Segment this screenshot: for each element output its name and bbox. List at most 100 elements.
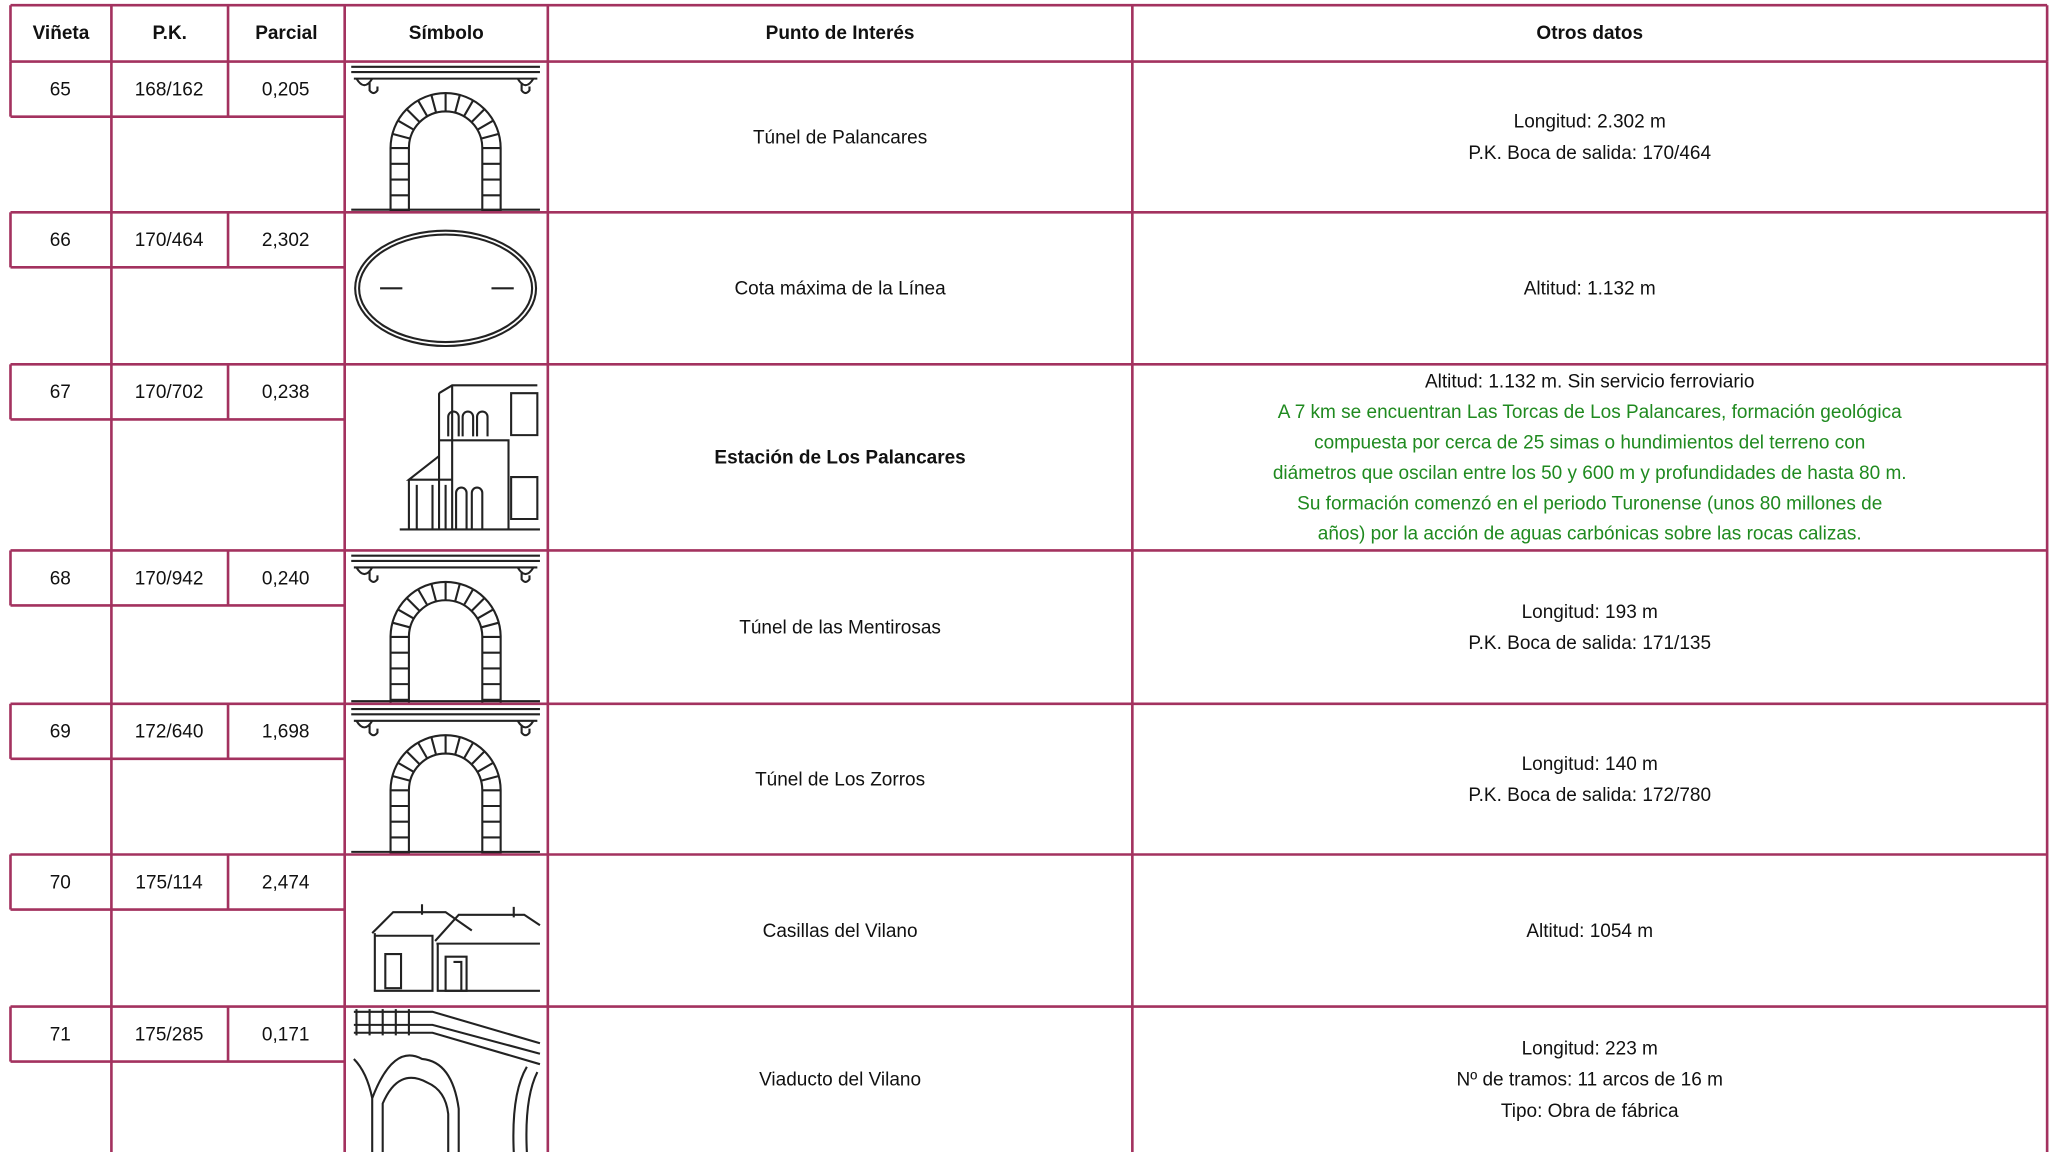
other-data: Altitud: 1.132 m: [1524, 279, 1656, 300]
symbol: [351, 707, 540, 855]
symbol-stroke: [455, 486, 484, 530]
column-header: Viñeta: [33, 23, 90, 44]
vineta: 70: [50, 872, 71, 893]
symbol-stroke: [392, 132, 411, 140]
symbol-stroke: [476, 608, 494, 620]
point-of-interest: Casillas del Vilano: [763, 921, 918, 942]
symbol-stroke: [454, 583, 461, 602]
pk: 168/162: [135, 79, 204, 100]
symbol-stroke: [351, 65, 540, 80]
point-of-interest: Cota máxima de la Línea: [734, 279, 946, 300]
symbol-stroke: [434, 913, 541, 992]
symbol-stroke: [407, 599, 484, 704]
symbol-stroke: [405, 597, 421, 612]
parcial: 2,302: [262, 230, 310, 251]
point-of-interest: Túnel de las Mentirosas: [739, 617, 941, 638]
symbol-stroke: [351, 707, 540, 722]
symbol: [351, 65, 540, 213]
symbol-stroke: [353, 1010, 541, 1066]
symbol-stroke: [463, 588, 475, 606]
column-header: Punto de Interés: [766, 23, 915, 44]
symbol-stroke: [480, 132, 500, 140]
note: compuesta por cerca de 25 simas o hundim…: [1314, 433, 1865, 454]
note: Su formación comenzó en el periodo Turon…: [1297, 493, 1882, 514]
parcial: 2,474: [262, 872, 310, 893]
other-data: Longitud: 193 m: [1522, 602, 1658, 623]
other-data: P.K. Boca de salida: 170/464: [1468, 143, 1711, 164]
symbol-stroke: [389, 580, 502, 704]
symbol: [399, 384, 540, 531]
symbol-stroke: [392, 775, 411, 782]
column-header: Parcial: [255, 23, 317, 44]
note: A 7 km se encuentran Las Torcas de Los P…: [1278, 402, 1902, 423]
point-of-interest: Túnel de Palancares: [753, 127, 927, 148]
symbol: [371, 904, 541, 992]
symbol-stroke: [407, 752, 484, 855]
other-data: Altitud: 1054 m: [1526, 921, 1653, 942]
pk: 172/640: [135, 722, 204, 743]
parcial: 0,205: [262, 79, 310, 100]
symbol: [351, 554, 540, 704]
parcial: 1,698: [262, 722, 310, 743]
symbol-stroke: [381, 1066, 539, 1152]
symbol-stroke: [463, 742, 475, 760]
other-data: Longitud: 2.302 m: [1514, 112, 1666, 133]
pk: 175/114: [135, 872, 203, 893]
symbol-stroke: [355, 1009, 410, 1036]
symbol-stroke: [397, 608, 415, 620]
symbol-stroke: [454, 94, 461, 113]
symbol-stroke: [355, 566, 535, 583]
symbol-stroke: [438, 384, 539, 530]
symbol-stroke: [355, 720, 535, 737]
symbol-stroke: [420, 904, 515, 918]
vineta: 67: [50, 382, 71, 403]
symbol-stroke: [392, 621, 411, 629]
pk: 175/285: [135, 1024, 204, 1045]
parcial: 0,238: [262, 382, 310, 403]
symbol-stroke: [470, 597, 486, 612]
symbol-stroke: [463, 99, 475, 117]
vineta: 68: [50, 568, 71, 589]
vineta: 66: [50, 230, 71, 251]
note: años) por la acción de aguas carbónicas …: [1318, 524, 1862, 545]
vineta: 69: [50, 722, 71, 743]
symbol-stroke: [476, 761, 494, 773]
other-data: Altitud: 1.132 m. Sin servicio ferroviar…: [1425, 372, 1754, 393]
symbol-stroke: [405, 750, 421, 766]
pk: 170/464: [135, 230, 204, 251]
other-data: P.K. Boca de salida: 171/135: [1468, 633, 1711, 654]
symbol-stroke: [405, 439, 510, 530]
point-of-interest: Túnel de Los Zorros: [755, 769, 925, 790]
symbol-stroke: [470, 750, 486, 766]
symbol-stroke: [397, 761, 415, 773]
other-data: Tipo: Obra de fábrica: [1501, 1101, 1679, 1122]
point-of-interest: Viaducto del Vilano: [759, 1070, 921, 1091]
symbol-stroke: [470, 108, 486, 123]
symbol-stroke: [480, 775, 500, 782]
other-data: P.K. Boca de salida: 172/780: [1468, 785, 1711, 806]
vineta: 65: [50, 79, 71, 100]
other-data: Longitud: 223 m: [1522, 1038, 1658, 1059]
note: diámetros que oscilan entre los 50 y 600…: [1273, 463, 1907, 484]
other-data: Longitud: 140 m: [1522, 754, 1658, 775]
parcial: 0,171: [262, 1024, 310, 1045]
symbol: [354, 229, 538, 348]
symbol-stroke: [371, 911, 473, 992]
symbol-stroke: [480, 621, 500, 629]
stamp-outline: [354, 229, 538, 348]
column-header: Otros datos: [1536, 23, 1643, 44]
symbol-stroke: [397, 119, 415, 131]
symbol-stroke: [447, 410, 489, 437]
symbol-stroke: [417, 742, 429, 760]
column-header: Símbolo: [409, 23, 484, 44]
symbol-stroke: [476, 119, 494, 131]
symbol-stroke: [407, 110, 484, 213]
symbol-stroke: [405, 108, 421, 123]
symbol-stroke: [417, 588, 429, 606]
symbol-stroke: [430, 736, 438, 756]
symbol-stroke: [351, 554, 540, 569]
symbol-stroke: [353, 1054, 460, 1152]
vineta: 71: [50, 1024, 71, 1045]
